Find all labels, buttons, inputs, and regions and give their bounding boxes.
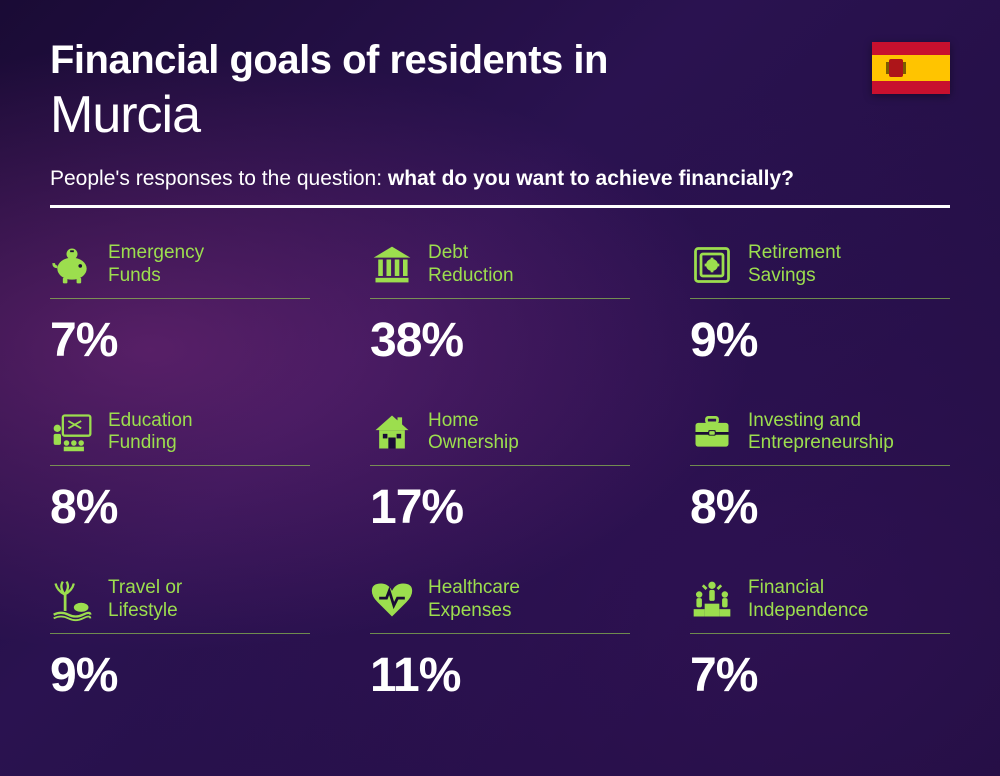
stat-pct: 9% [690, 313, 950, 368]
stat-travel-lifestyle: Travel orLifestyle 9% [50, 577, 310, 703]
subtitle-prefix: People's responses to the question: [50, 167, 388, 190]
spain-flag-icon [872, 42, 950, 94]
stat-emergency-funds: EmergencyFunds 7% [50, 242, 310, 368]
stat-retirement-savings: RetirementSavings 9% [690, 242, 950, 368]
stat-head: HealthcareExpenses [370, 577, 630, 634]
education-icon [50, 410, 94, 454]
stat-investing-entrepreneurship: Investing andEntrepreneurship 8% [690, 410, 950, 536]
briefcase-icon [690, 410, 734, 454]
title-line2: Murcia [50, 85, 950, 145]
subtitle-bold: what do you want to achieve financially? [388, 167, 794, 190]
stat-label: DebtReduction [428, 242, 514, 288]
stat-label: HomeOwnership [428, 410, 519, 456]
stat-pct: 8% [50, 480, 310, 535]
stat-education-funding: EducationFunding 8% [50, 410, 310, 536]
stat-label: Investing andEntrepreneurship [748, 410, 894, 456]
stat-head: HomeOwnership [370, 410, 630, 467]
stat-head: DebtReduction [370, 242, 630, 299]
stat-pct: 17% [370, 480, 630, 535]
stat-label: EmergencyFunds [108, 242, 204, 288]
travel-icon [50, 578, 94, 622]
bank-icon [370, 243, 414, 287]
stat-debt-reduction: DebtReduction 38% [370, 242, 630, 368]
stat-pct: 11% [370, 648, 630, 703]
stat-pct: 9% [50, 648, 310, 703]
stat-head: RetirementSavings [690, 242, 950, 299]
stat-head: FinancialIndependence [690, 577, 950, 634]
stat-label: FinancialIndependence [748, 577, 868, 623]
stat-pct: 8% [690, 480, 950, 535]
safe-icon [690, 243, 734, 287]
title-line1: Financial goals of residents in [50, 38, 950, 83]
stat-pct: 7% [690, 648, 950, 703]
stat-label: RetirementSavings [748, 242, 841, 288]
stat-pct: 38% [370, 313, 630, 368]
house-icon [370, 410, 414, 454]
stat-head: Travel orLifestyle [50, 577, 310, 634]
subtitle: People's responses to the question: what… [50, 167, 950, 191]
stat-label: HealthcareExpenses [428, 577, 520, 623]
stat-financial-independence: FinancialIndependence 7% [690, 577, 950, 703]
stat-home-ownership: HomeOwnership 17% [370, 410, 630, 536]
stat-head: EmergencyFunds [50, 242, 310, 299]
stat-pct: 7% [50, 313, 310, 368]
stat-head: Investing andEntrepreneurship [690, 410, 950, 467]
stat-head: EducationFunding [50, 410, 310, 467]
header: Financial goals of residents in Murcia P… [50, 38, 950, 208]
stats-grid: EmergencyFunds 7% DebtReduction 38% Reti… [50, 242, 950, 703]
healthcare-icon [370, 578, 414, 622]
stat-label: EducationFunding [108, 410, 193, 456]
divider [50, 205, 950, 208]
piggy-bank-icon [50, 243, 94, 287]
stat-healthcare-expenses: HealthcareExpenses 11% [370, 577, 630, 703]
independence-icon [690, 578, 734, 622]
stat-label: Travel orLifestyle [108, 577, 182, 623]
